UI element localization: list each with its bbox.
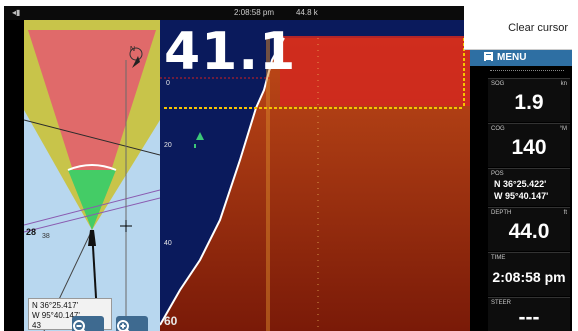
depth-readout: 41.1 — [164, 22, 297, 82]
field-pos-lon: W 95°40.147' — [494, 191, 549, 201]
status-time: 2:08:58 pm — [234, 8, 275, 17]
field-sog-label: SOG — [491, 81, 505, 87]
sonar-image[interactable] — [160, 20, 470, 331]
zoom-in-button[interactable] — [116, 316, 148, 331]
field-sog[interactable]: SOG kn 1.9 — [488, 78, 570, 122]
chart-lat: N 36°25.417' — [32, 301, 79, 310]
sonar-sector-green — [68, 170, 116, 230]
signal-icon: ◂▮ — [12, 8, 21, 17]
sonar-sector-red — [28, 30, 156, 230]
field-time[interactable]: TIME 2:08:58 pm — [488, 252, 570, 296]
depth-contour-label: 28 — [26, 227, 36, 237]
sonar-bottom-return — [160, 38, 470, 331]
menu-label: MENU — [497, 52, 527, 63]
field-sog-value: 1.9 — [514, 91, 544, 114]
field-steer-label: STEER — [491, 300, 512, 306]
scale-label-20: 20 — [164, 142, 172, 149]
field-cog-unit: °M — [559, 126, 567, 132]
field-time-value: 2:08:58 pm — [492, 269, 566, 285]
sector-arc — [67, 164, 117, 171]
chart-line-1 — [24, 119, 160, 156]
field-depth[interactable]: DEPTH ft 44.0 — [488, 207, 570, 251]
field-pos-label: POS — [491, 171, 504, 177]
scale-label-40: 40 — [164, 240, 172, 247]
field-cog-value: 140 — [511, 136, 547, 159]
device-screen: ◂▮ 2:08:58 pm 44.8 k N 28 38 — [4, 6, 572, 331]
field-cog[interactable]: COG °M 140 — [488, 123, 570, 167]
north-label: N — [130, 46, 135, 53]
depth-contour-label-2: 38 — [42, 233, 50, 240]
zoom-in-icon — [117, 320, 130, 331]
chart-map[interactable]: N 28 38 — [24, 20, 160, 331]
status-bar: ◂▮ 2:08:58 pm 44.8 k — [4, 6, 572, 20]
menu-icon — [484, 52, 493, 61]
field-sog-unit: kn — [560, 81, 567, 87]
chart-pane[interactable]: N 28 38 N 36°25.417' W 95°40.147' 43 — [24, 20, 160, 331]
chart-line-3 — [24, 197, 160, 233]
chart-line-2 — [24, 189, 160, 226]
clear-cursor-button[interactable]: Clear cursor — [464, 6, 572, 50]
chart-lon: W 95°40.147' — [32, 311, 80, 320]
panel-divider — [490, 70, 564, 76]
sonar-column — [266, 38, 270, 331]
field-depth-label: DEPTH — [491, 210, 512, 216]
field-depth-value: 44.0 — [508, 220, 550, 243]
fish-icon — [194, 132, 204, 148]
zoom-out-button[interactable] — [72, 316, 104, 331]
scale-label-60: 60 — [164, 314, 178, 328]
scale-label-0: 0 — [166, 80, 170, 87]
field-steer-value: --- — [518, 306, 540, 329]
data-panel: Clear cursor MENU SOG kn 1.9 COG °M 140 … — [464, 6, 572, 331]
chart-extra: 43 — [32, 321, 41, 330]
field-steer[interactable]: STEER --- — [488, 297, 570, 331]
north-arrow-icon — [129, 47, 143, 68]
field-cog-label: COG — [491, 126, 505, 132]
status-battery: 44.8 k — [296, 8, 318, 17]
field-pos[interactable]: POS N 36°25.422' W 95°40.147' — [488, 168, 570, 206]
menu-button[interactable]: MENU — [470, 50, 572, 66]
sonar-pane[interactable]: 41.1 0 20 40 60 — [160, 20, 470, 331]
field-pos-lat: N 36°25.422' — [494, 179, 547, 189]
zoom-out-icon — [73, 320, 86, 331]
sonar-surface-clutter — [280, 36, 470, 106]
field-depth-unit: ft — [563, 210, 567, 216]
field-time-label: TIME — [491, 255, 506, 261]
vessel-icon — [88, 230, 96, 246]
